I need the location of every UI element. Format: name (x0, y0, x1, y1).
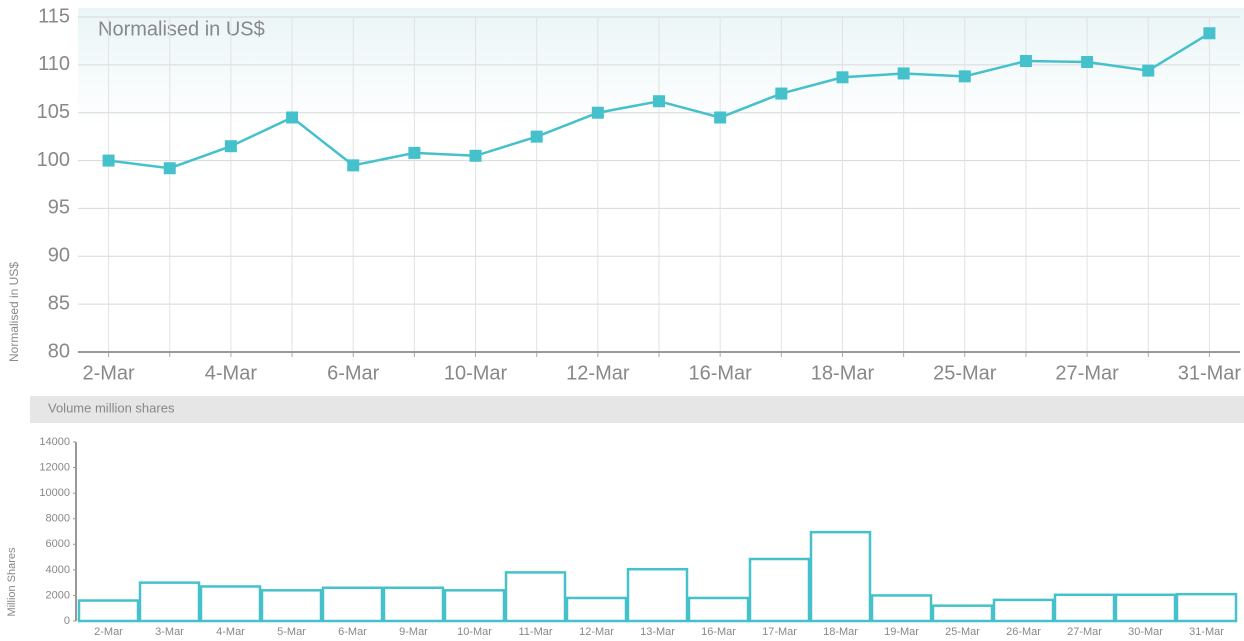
bar (504, 571, 567, 623)
point-marker (469, 149, 482, 162)
bar (1053, 593, 1116, 623)
point-marker (1019, 55, 1032, 68)
y-tick-label: 10000 (39, 487, 70, 499)
point-marker (775, 87, 788, 100)
bar (138, 581, 201, 623)
x-tick-label: 12-Mar (579, 626, 614, 638)
point-marker (408, 146, 421, 159)
x-tick-label: 3-Mar (155, 626, 184, 638)
point-marker (347, 159, 360, 172)
point-marker (1142, 64, 1155, 77)
x-tick-label: 2-Mar (82, 362, 135, 384)
point-marker (591, 106, 604, 119)
x-tick-label: 13-Mar (640, 626, 675, 638)
y-tick-label: 85 (48, 292, 70, 314)
x-tick-label: 6-Mar (338, 626, 367, 638)
y-tick-label: 95 (48, 197, 70, 219)
bar (931, 604, 994, 623)
point-marker (1203, 27, 1216, 40)
y-tick-label: 80 (48, 340, 70, 362)
bar (809, 530, 872, 623)
y-tick-label: 0 (64, 615, 70, 627)
bar (260, 589, 323, 623)
bar (748, 557, 811, 623)
x-tick-label: 16-Mar (701, 626, 736, 638)
point-marker (286, 111, 299, 124)
x-tick-label: 6-Mar (327, 362, 380, 384)
x-tick-label: 27-Mar (1055, 362, 1119, 384)
plot-background (78, 8, 1244, 352)
x-tick-label: 4-Mar (205, 362, 258, 384)
x-tick-label: 18-Mar (823, 626, 858, 638)
point-marker (224, 140, 237, 153)
y-tick-label: 105 (37, 101, 70, 123)
x-tick-label: 16-Mar (688, 362, 752, 384)
y-tick-label: 100 (37, 149, 70, 171)
x-tick-label: 18-Mar (811, 362, 875, 384)
bar (870, 594, 933, 623)
bar (565, 596, 628, 623)
x-tick-label: 31-Mar (1178, 362, 1242, 384)
bar (1175, 592, 1238, 623)
bar (1114, 593, 1177, 623)
point-marker (163, 162, 176, 175)
bar (321, 586, 384, 623)
chart-title: Normalised in US$ (98, 18, 265, 40)
bar (443, 589, 506, 623)
x-tick-label: 4-Mar (216, 626, 245, 638)
y-tick-label: 12000 (39, 461, 70, 473)
x-tick-label: 30-Mar (1128, 626, 1163, 638)
point-marker (530, 130, 543, 143)
y-tick-label: 90 (48, 245, 70, 267)
bar (382, 586, 445, 623)
bar (626, 567, 689, 623)
bar (77, 599, 140, 623)
y-tick-label: 14000 (39, 436, 70, 448)
x-tick-label: 10-Mar (444, 362, 508, 384)
point-marker (714, 111, 727, 124)
x-tick-label: 26-Mar (1006, 626, 1041, 638)
y-axis-label: Million Shares (6, 547, 18, 617)
x-tick-label: 25-Mar (933, 362, 997, 384)
point-marker (1081, 55, 1094, 68)
y-tick-label: 6000 (46, 538, 70, 550)
x-tick-label: 19-Mar (884, 626, 919, 638)
y-tick-label: 8000 (46, 513, 70, 525)
x-tick-label: 12-Mar (566, 362, 630, 384)
y-tick-label: 2000 (46, 589, 70, 601)
bar (992, 598, 1055, 623)
x-tick-label: 27-Mar (1067, 626, 1102, 638)
x-tick-label: 5-Mar (277, 626, 306, 638)
x-tick-label: 11-Mar (518, 626, 552, 638)
x-tick-label: 25-Mar (945, 626, 980, 638)
bar (199, 585, 262, 623)
y-tick-label: 110 (38, 53, 70, 75)
x-tick-label: 31-Mar (1189, 626, 1224, 638)
x-tick-label: 17-Mar (762, 626, 797, 638)
point-marker (958, 70, 971, 83)
point-marker (897, 67, 910, 80)
y-tick-label: 115 (38, 5, 70, 27)
panel-title: Volume million shares (48, 400, 175, 415)
bar (687, 596, 750, 623)
point-marker (653, 95, 665, 108)
panel-header (30, 396, 1244, 423)
x-tick-label: 2-Mar (94, 626, 123, 638)
x-tick-label: 9-Mar (399, 626, 428, 638)
y-axis-label: Normalised in US$ (7, 262, 21, 362)
point-marker (836, 71, 849, 84)
y-tick-label: 4000 (46, 564, 70, 576)
x-tick-label: 10-Mar (457, 626, 492, 638)
point-marker (102, 154, 115, 167)
